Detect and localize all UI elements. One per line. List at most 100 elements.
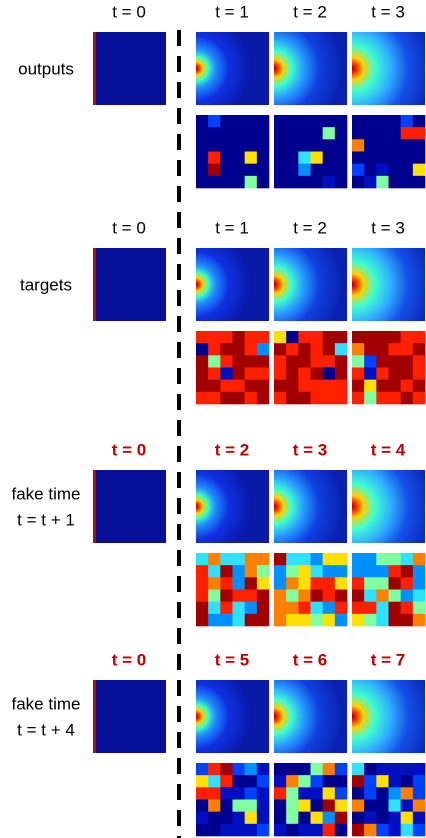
grid-cell — [352, 589, 365, 602]
grid-cell — [256, 355, 270, 368]
grid-cell — [286, 163, 299, 177]
grid-cell — [322, 775, 336, 788]
grid-cell — [334, 799, 348, 812]
grid-cell — [322, 115, 336, 128]
grid-cell — [310, 343, 323, 356]
grid-cell — [256, 787, 270, 800]
grid-cell — [412, 343, 426, 356]
grid-cell — [256, 823, 270, 837]
grid-cell — [400, 151, 414, 164]
grid-cell — [208, 553, 221, 566]
grid-cell — [274, 151, 287, 164]
grid-cell — [322, 355, 336, 368]
grid-cell — [286, 139, 299, 152]
grid-cell — [256, 565, 270, 578]
grid-cell — [376, 613, 389, 627]
grid-cell — [274, 367, 287, 380]
grid-cell — [256, 367, 270, 380]
grid-cell — [412, 787, 426, 800]
grid-cell — [208, 391, 221, 405]
grid-cell — [244, 577, 258, 590]
grid-cell — [298, 565, 311, 578]
grid-cell — [334, 139, 348, 152]
grid-cell — [352, 823, 365, 837]
grid-cell — [298, 127, 311, 140]
grid-cell — [232, 601, 245, 615]
grid-cell — [196, 763, 209, 776]
grid-cell — [310, 379, 323, 393]
grid-cell — [388, 601, 401, 615]
grid-cell — [388, 565, 401, 578]
grid-cell — [196, 775, 209, 788]
grid-cell — [352, 175, 365, 189]
grid-cell — [364, 367, 377, 380]
grid-cell — [388, 367, 401, 380]
grid-cell — [412, 391, 426, 405]
grid-cell — [232, 127, 245, 140]
grid-cell — [286, 175, 299, 189]
grid-cell — [322, 127, 336, 140]
grid-cell — [310, 553, 323, 566]
grid-cell — [364, 139, 377, 152]
field-edge — [93, 470, 96, 543]
grid-cell — [352, 163, 365, 177]
grid-cell — [352, 763, 365, 776]
grid-cell — [376, 331, 389, 344]
grid-cell — [220, 163, 233, 177]
grid-cell — [196, 613, 209, 627]
grid-cell — [196, 355, 209, 368]
grid-cell — [352, 151, 365, 164]
grid-cell — [376, 151, 389, 164]
grid-cell — [298, 601, 311, 615]
grid-cell — [232, 565, 245, 578]
grid-cell — [298, 343, 311, 356]
grid-cell — [298, 367, 311, 380]
row-label: outputs — [18, 59, 74, 78]
grid-cell — [322, 763, 336, 776]
grid-cell — [352, 577, 365, 590]
grid-cell — [322, 577, 336, 590]
grid-cell — [310, 613, 323, 627]
grid-cell — [256, 763, 270, 776]
grid-cell — [322, 175, 336, 189]
grid-cell — [232, 613, 245, 627]
grid-cell — [352, 115, 365, 128]
grid-cell — [298, 391, 311, 405]
grid-cell — [400, 367, 414, 380]
grid-cell — [274, 391, 287, 405]
grid-cell — [310, 355, 323, 368]
grid-cell — [274, 787, 287, 800]
grid-cell — [286, 355, 299, 368]
grid-cell — [244, 823, 258, 837]
grid-cell — [376, 601, 389, 615]
grid-cell — [376, 787, 389, 800]
grid-cell — [322, 553, 336, 566]
row-label: targets — [20, 275, 72, 294]
grid-cell — [388, 175, 401, 189]
grid-cell — [364, 775, 377, 788]
grid-cell — [208, 331, 221, 344]
grid-cell — [412, 589, 426, 602]
grid-cell — [310, 163, 323, 177]
grid-cell — [208, 799, 221, 812]
grid-cell — [310, 565, 323, 578]
field-edge — [93, 248, 96, 321]
grid-cell — [286, 763, 299, 776]
grid-cell — [322, 379, 336, 393]
grid-cell — [220, 811, 233, 825]
grid-cell — [388, 127, 401, 140]
grid-cell — [208, 115, 221, 128]
grid-cell — [412, 151, 426, 164]
grid-cell — [412, 127, 426, 140]
grid-cell — [352, 139, 365, 152]
grid-cell — [412, 613, 426, 627]
grid-cell — [256, 577, 270, 590]
grid-cell — [256, 775, 270, 788]
grid-cell — [388, 331, 401, 344]
grid-cell — [232, 763, 245, 776]
grid-cell — [310, 775, 323, 788]
grid-cell — [322, 367, 336, 380]
grid-cell — [352, 787, 365, 800]
time-label: t = 4 — [371, 440, 406, 459]
grid-cell — [412, 367, 426, 380]
